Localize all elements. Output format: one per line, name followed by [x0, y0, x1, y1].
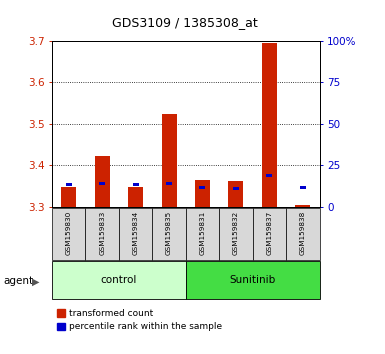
Bar	[233, 187, 239, 190]
FancyBboxPatch shape	[85, 208, 119, 260]
FancyBboxPatch shape	[52, 261, 186, 299]
FancyBboxPatch shape	[186, 208, 219, 260]
Bar	[61, 187, 76, 207]
FancyBboxPatch shape	[52, 208, 85, 260]
Legend: transformed count, percentile rank within the sample: transformed count, percentile rank withi…	[57, 309, 222, 331]
Bar	[95, 156, 110, 207]
Text: ▶: ▶	[32, 276, 39, 286]
Bar	[266, 175, 273, 177]
Text: GDS3109 / 1385308_at: GDS3109 / 1385308_at	[112, 16, 258, 29]
Text: GSM159837: GSM159837	[266, 211, 272, 255]
Bar	[66, 183, 72, 185]
Text: control: control	[101, 275, 137, 285]
FancyBboxPatch shape	[286, 208, 320, 260]
Bar	[128, 187, 143, 207]
Bar	[199, 185, 206, 189]
Text: GSM159832: GSM159832	[233, 211, 239, 255]
Text: GSM159834: GSM159834	[132, 211, 139, 255]
FancyBboxPatch shape	[119, 208, 152, 260]
Bar	[228, 181, 243, 207]
Text: agent: agent	[4, 276, 34, 286]
FancyBboxPatch shape	[186, 261, 320, 299]
Bar	[99, 182, 105, 185]
Text: GSM159838: GSM159838	[300, 211, 306, 255]
Text: GSM159833: GSM159833	[99, 211, 105, 255]
Bar	[166, 182, 172, 185]
Bar	[262, 43, 277, 207]
FancyBboxPatch shape	[253, 208, 286, 260]
Bar	[162, 114, 177, 207]
Bar	[132, 183, 139, 185]
Bar	[195, 180, 210, 207]
FancyBboxPatch shape	[219, 208, 253, 260]
Text: GSM159831: GSM159831	[199, 211, 206, 255]
Text: Sunitinib: Sunitinib	[229, 275, 276, 285]
FancyBboxPatch shape	[152, 208, 186, 260]
Text: GSM159830: GSM159830	[66, 211, 72, 255]
Bar	[300, 185, 306, 189]
Text: GSM159835: GSM159835	[166, 211, 172, 255]
Bar	[295, 205, 310, 207]
